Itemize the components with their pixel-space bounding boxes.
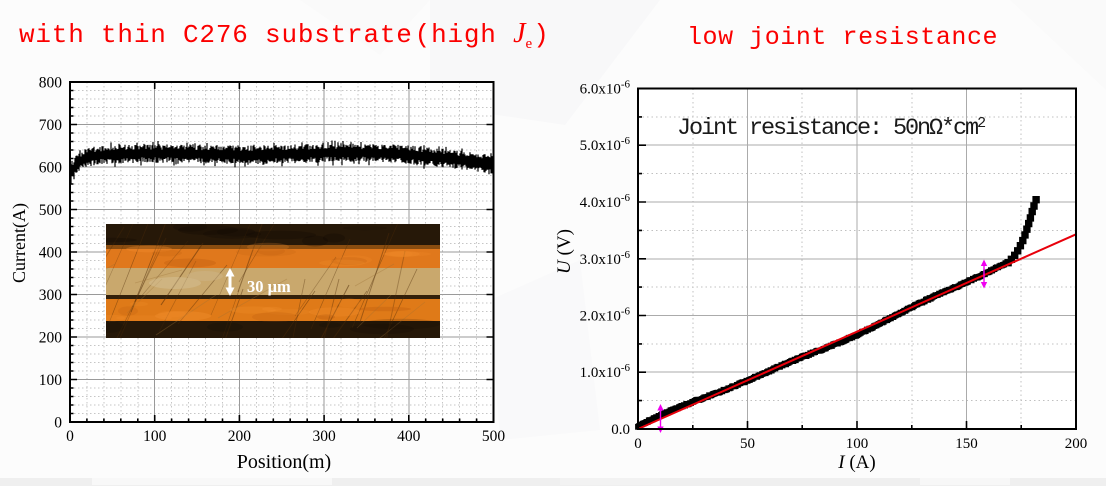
svg-text:400: 400 <box>39 245 63 262</box>
svg-text:3.0x10-6: 3.0x10-6 <box>580 249 631 268</box>
svg-text:Joint resistance: 50nΩ*cm2: Joint resistance: 50nΩ*cm2 <box>677 115 985 142</box>
svg-text:800: 800 <box>39 75 63 92</box>
svg-text:200: 200 <box>39 330 63 347</box>
svg-text:6.0x10-6: 6.0x10-6 <box>580 79 631 98</box>
svg-text:0: 0 <box>66 428 74 445</box>
svg-text:100: 100 <box>39 372 63 389</box>
svg-text:150: 150 <box>955 436 978 452</box>
svg-text:200: 200 <box>228 428 252 445</box>
svg-text:2.0x10-6: 2.0x10-6 <box>580 306 631 325</box>
svg-text:50: 50 <box>740 436 755 452</box>
svg-text:Current(A): Current(A) <box>9 203 30 283</box>
svg-text:0.0: 0.0 <box>611 422 630 438</box>
svg-text:400: 400 <box>397 428 421 445</box>
svg-text:0: 0 <box>54 415 62 432</box>
svg-text:600: 600 <box>39 160 63 177</box>
svg-text:U (V): U (V) <box>554 229 575 274</box>
svg-text:300: 300 <box>39 287 63 304</box>
svg-text:500: 500 <box>39 202 63 219</box>
svg-text:30 μm: 30 μm <box>247 277 291 296</box>
svg-text:100: 100 <box>846 436 869 452</box>
svg-text:1.0x10-6: 1.0x10-6 <box>580 362 631 381</box>
svg-text:100: 100 <box>143 428 167 445</box>
svg-text:700: 700 <box>39 117 63 134</box>
svg-text:300: 300 <box>312 428 336 445</box>
svg-text:500: 500 <box>482 428 506 445</box>
svg-text:Position(m): Position(m) <box>237 451 331 473</box>
svg-text:200: 200 <box>1065 436 1088 452</box>
svg-text:0: 0 <box>634 436 642 452</box>
svg-text:5.0x10-6: 5.0x10-6 <box>580 135 631 154</box>
svg-text:I (A): I (A) <box>837 452 875 473</box>
svg-text:4.0x10-6: 4.0x10-6 <box>580 192 631 211</box>
